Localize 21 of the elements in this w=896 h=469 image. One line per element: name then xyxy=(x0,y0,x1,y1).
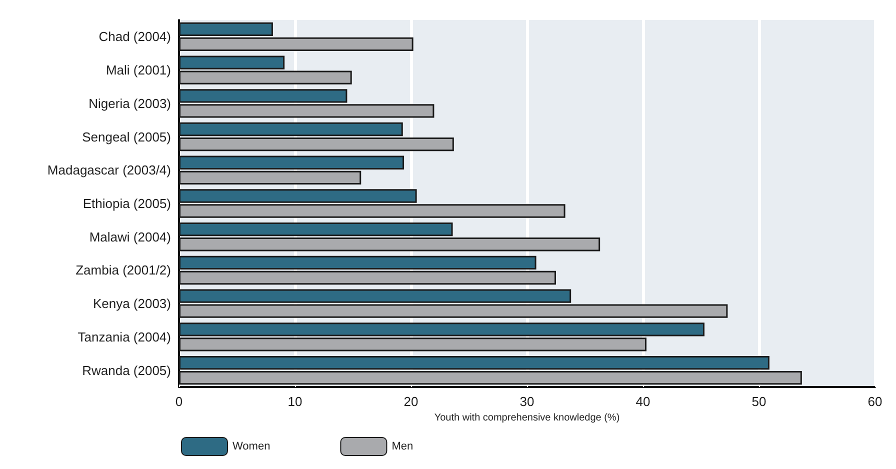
x-tick-label: 20 xyxy=(404,394,418,409)
y-tick-label: Kenya (2003) xyxy=(92,296,171,312)
y-tick-label: Sengeal (2005) xyxy=(82,129,171,144)
y-tick-label: Madagascar (2003/4) xyxy=(47,162,171,178)
x-tick-label: 10 xyxy=(288,394,302,409)
y-tick-label: Tanzania (2004) xyxy=(78,329,171,344)
x-tick-label: 50 xyxy=(752,394,766,409)
legend-label: Women xyxy=(232,440,270,452)
y-tick-label: Ethiopia (2005) xyxy=(82,196,171,211)
x-tick-label: 40 xyxy=(636,394,650,409)
x-tick-label: 0 xyxy=(175,394,183,409)
x-axis-title: Youth with comprehensive knowledge (%) xyxy=(434,412,620,424)
y-tick-label: Nigeria (2003) xyxy=(88,96,171,111)
y-tick-label: Rwanda (2005) xyxy=(82,362,171,378)
x-tick-label: 60 xyxy=(868,394,882,409)
y-tick-label: Mali (2001) xyxy=(106,62,171,78)
y-tick-label: Chad (2004) xyxy=(98,29,171,44)
x-tick-label: 30 xyxy=(520,394,534,409)
y-tick-label: Malawi (2004) xyxy=(89,229,171,244)
y-tick-label: Zambia (2001/2) xyxy=(76,262,171,278)
legend-label: Men xyxy=(392,440,414,452)
